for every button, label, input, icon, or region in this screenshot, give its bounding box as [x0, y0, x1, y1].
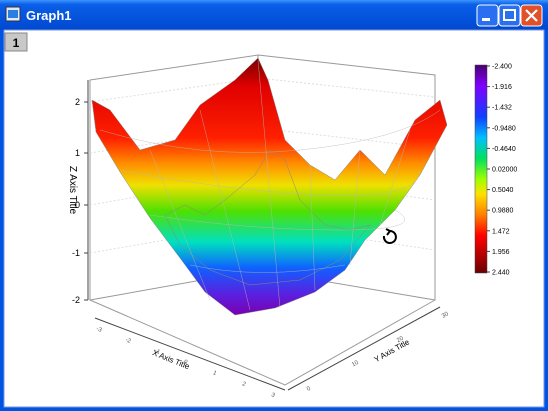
layer-tab[interactable] [4, 32, 28, 52]
color-scale-label: 1.472 [492, 228, 510, 235]
y-tick-label: 10 [351, 360, 360, 369]
color-scale [474, 64, 488, 274]
window-title: Graph1 [26, 8, 72, 23]
color-scale-label: -0.4640 [492, 146, 516, 153]
z-tick-label: -1 [72, 248, 80, 258]
minimize-button[interactable] [476, 4, 499, 27]
z-tick-label: 1 [75, 148, 80, 158]
x-tick-label: 3 [270, 392, 276, 399]
z-tick-label: -2 [72, 295, 80, 305]
color-scale-label: 0.9880 [492, 208, 514, 215]
x-tick-label: 1 [212, 370, 218, 377]
app-icon-inner [8, 10, 18, 18]
y-tick-label: 20 [396, 335, 405, 344]
x-tick-label: -2 [124, 337, 132, 345]
surface-plot [91, 57, 448, 316]
color-scale-label: 0.5040 [492, 187, 514, 194]
color-scale-label: -1.916 [492, 84, 512, 91]
z-tick-label: 0 [75, 200, 80, 210]
color-scale-label: 2.440 [492, 270, 510, 277]
layer-label: 1 [13, 36, 20, 50]
color-scale-label: -2.400 [492, 64, 512, 71]
color-scale-label: -1.432 [492, 105, 512, 112]
x-tick-label: 2 [241, 381, 247, 388]
color-scale-label: 0.02000 [492, 167, 517, 174]
x-tick-label: 0 [183, 359, 189, 366]
title-bar [0, 0, 548, 30]
color-scale-label: -0.9480 [492, 125, 516, 132]
maximize-button[interactable] [498, 4, 521, 27]
axis-lines [87, 80, 441, 391]
z-tick-label: 2 [75, 97, 80, 107]
y-tick-label: 30 [441, 311, 450, 320]
x-tick-label: -1 [154, 348, 162, 356]
rotate-cursor [382, 228, 397, 244]
color-scale-label: 1.956 [492, 249, 510, 256]
y-tick-label: 0 [306, 386, 312, 393]
x-tick-label: -3 [95, 326, 103, 334]
close-button[interactable] [520, 4, 543, 27]
z-axis-title: Z Axis Title [67, 166, 78, 215]
